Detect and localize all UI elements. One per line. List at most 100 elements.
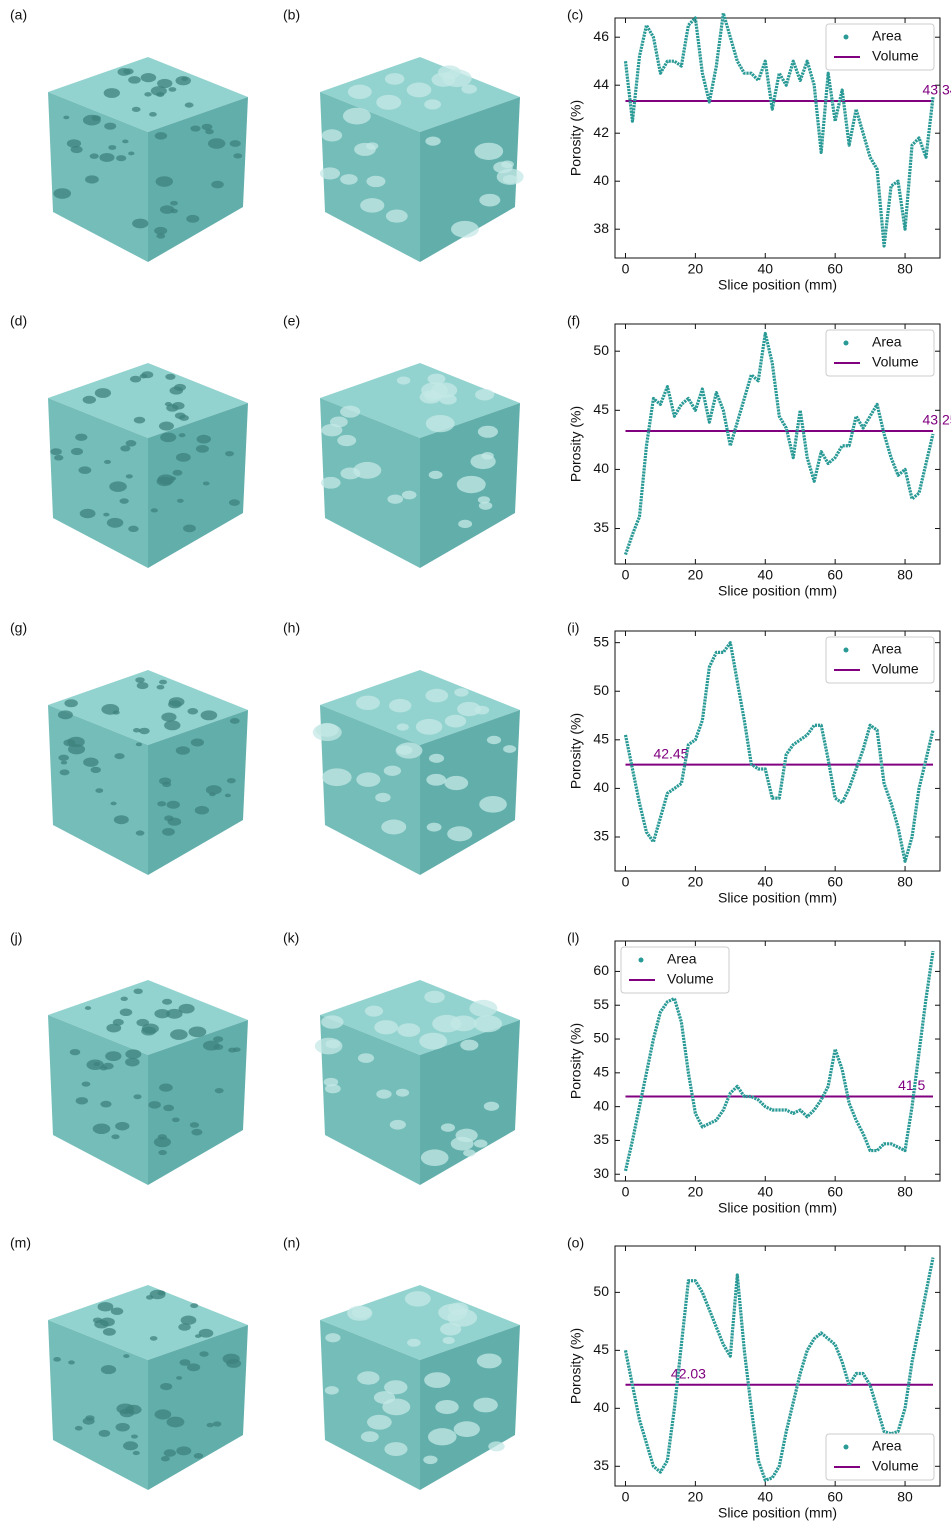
grain-shadow (120, 996, 128, 1002)
grain-shadow (163, 1104, 175, 1112)
legend-marker (638, 957, 644, 963)
grain-shadow (128, 151, 135, 156)
y-tick-label: 40 (593, 1399, 609, 1415)
grain-shadow (448, 1302, 469, 1315)
grain-shadow (175, 746, 191, 755)
grain-shadow (205, 785, 222, 795)
cube-rendering (320, 363, 520, 568)
grain-shadow (128, 76, 141, 84)
cube-rendering (48, 1285, 248, 1490)
panel-label: (n) (283, 1235, 300, 1251)
grain-shadow (154, 132, 168, 140)
cube-rendering (48, 57, 248, 262)
grain-shadow (200, 710, 218, 721)
grain-shadow (183, 524, 196, 533)
grain-shadow (139, 373, 148, 379)
grain-shadow (132, 728, 141, 733)
grain-shadow (174, 383, 186, 391)
y-axis-label: Porosity (%) (568, 1023, 584, 1099)
y-axis-label: Porosity (%) (568, 1328, 584, 1404)
grain-shadow (205, 129, 214, 135)
plot-frame (614, 17, 941, 259)
grain-shadow (166, 800, 180, 809)
grain-shadow (103, 512, 110, 517)
grain-shadow (125, 1049, 142, 1059)
grain-shadow (202, 1040, 220, 1051)
grain-shadow (342, 107, 371, 125)
x-tick-label: 40 (757, 261, 773, 277)
cube-right (420, 710, 520, 875)
grain-shadow (94, 388, 112, 398)
panel-label: (a) (10, 7, 27, 23)
grain-shadow (159, 1083, 173, 1092)
grain-shadow (150, 86, 167, 96)
grain-shadow (211, 180, 224, 189)
grain-shadow (374, 1020, 399, 1035)
panel-label: (h) (283, 620, 300, 636)
grain-shadow (157, 78, 173, 89)
grain-shadow (116, 155, 127, 162)
panel-label: (g) (10, 620, 27, 636)
x-tick-label: 40 (757, 1184, 773, 1200)
cube-top (48, 670, 248, 745)
x-axis-label: Slice position (mm) (718, 277, 837, 293)
grain-shadow (172, 469, 183, 476)
grain-shadow (385, 209, 408, 223)
x-axis-label: Slice position (mm) (718, 583, 837, 599)
grain-shadow (69, 1048, 81, 1056)
grain-shadow (178, 433, 186, 438)
x-axis-label: Slice position (mm) (718, 1505, 837, 1521)
grain-shadow (324, 1083, 341, 1094)
grain-shadow (180, 1315, 197, 1325)
legend-box (825, 23, 935, 71)
cube-rendering (314, 980, 520, 1185)
cube-left (48, 398, 148, 568)
grain-shadow (226, 777, 236, 784)
grain-shadow (102, 1327, 116, 1336)
panel-label: (k) (283, 930, 299, 946)
grain-shadow (486, 735, 502, 745)
volume-label: 41.5 (898, 1077, 925, 1093)
grain-shadow (108, 145, 117, 150)
grain-shadow (75, 1097, 89, 1105)
grain-shadow (85, 175, 99, 184)
y-axis-label: Porosity (%) (568, 713, 584, 789)
grain-shadow (382, 1398, 411, 1416)
grain-shadow (135, 742, 143, 747)
grain-shadow (53, 188, 72, 199)
grain-shadow (157, 801, 167, 807)
grain-shadow (79, 508, 96, 519)
x-axis-label: Slice position (mm) (718, 890, 837, 906)
grain-shadow (481, 452, 494, 460)
grain-shadow (186, 214, 200, 223)
grain-shadow (103, 88, 120, 98)
legend-box (620, 946, 730, 994)
grain-shadow (119, 498, 129, 504)
grain-shadow (425, 414, 455, 433)
grain-shadow (420, 1149, 449, 1167)
grain-shadow (60, 760, 68, 765)
x-tick-label: 20 (688, 261, 704, 277)
grain-shadow (158, 1149, 167, 1156)
x-tick-label: 60 (827, 1489, 843, 1505)
grain-shadow (156, 684, 165, 690)
grain-shadow (225, 450, 234, 457)
grain-shadow (319, 167, 340, 180)
grain-shadow (95, 788, 104, 793)
grain-shadow (168, 87, 177, 92)
grain-shadow (154, 1008, 170, 1019)
grain-shadow (92, 1317, 103, 1324)
grain-shadow (141, 1023, 159, 1034)
cube-top (320, 980, 520, 1055)
grain-shadow (63, 739, 76, 747)
grain-shadow (100, 1100, 112, 1108)
grain-shadow (123, 1354, 130, 1358)
grain-shadow (325, 1039, 341, 1049)
y-tick-label: 55 (593, 996, 609, 1012)
grain-shadow (196, 434, 212, 444)
grain-shadow (389, 1119, 406, 1130)
grain-shadow (367, 1414, 392, 1430)
grain-shadow (159, 205, 175, 214)
grain-shadow (357, 1371, 380, 1385)
